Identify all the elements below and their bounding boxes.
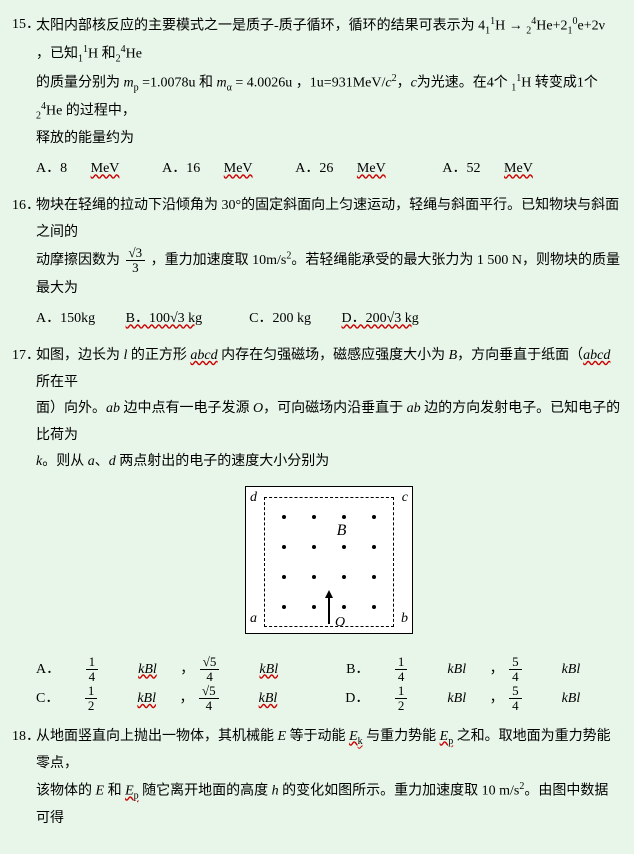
q16-text: 物块在轻绳的拉动下沿倾角为 30°的固定斜面向上匀速运动，轻绳与斜面平行。已知物… bbox=[36, 193, 622, 333]
question-18: 18． 从地面竖直向上抛出一物体，其机械能 E 等于动能 Ek 与重力势能 Ep… bbox=[12, 724, 622, 832]
q17-number: 17． bbox=[12, 343, 36, 714]
t: 的质量分别为 bbox=[36, 76, 124, 91]
friction-fraction: √3 3 bbox=[126, 246, 146, 276]
q16-optA: A．150kg bbox=[36, 311, 95, 326]
t: 太阳内部核反应的主要模式之一是质子-质子循环，循环的结果可表示为 4 bbox=[36, 19, 485, 34]
t: 动摩擦因数为 bbox=[36, 253, 124, 268]
t: H 和 bbox=[88, 47, 116, 62]
q17-optC: C． 12kBl ， √54kBl bbox=[36, 691, 301, 706]
label-b: b bbox=[401, 606, 408, 633]
label-c: c bbox=[402, 485, 408, 512]
t: 内存在匀强磁场，磁感应强度大小为 bbox=[218, 348, 449, 363]
t: ， bbox=[397, 76, 411, 91]
t: 为光速。在4个 bbox=[417, 76, 512, 91]
q16-optC: C．200 kg bbox=[249, 311, 311, 326]
q15-options: A．8 MeV A．16 MeV A．26 MeV A．52 MeV bbox=[36, 156, 622, 183]
q18-number: 18． bbox=[12, 724, 36, 832]
q16-number: 16． bbox=[12, 193, 36, 333]
label-O: O bbox=[335, 610, 345, 637]
t: 释放的能量约为 bbox=[36, 131, 134, 146]
figure-box: d c a b B bbox=[245, 486, 413, 634]
t: 和 bbox=[104, 784, 125, 799]
t: 边中点有一电子发源 bbox=[120, 401, 253, 416]
t: ，方向垂直于纸面（ bbox=[457, 348, 583, 363]
t: =1.0078u 和 bbox=[139, 76, 217, 91]
t: ，重力加速度取 10m/s bbox=[151, 253, 287, 268]
t: 物块在轻绳的拉动下沿倾角为 30°的固定斜面向上匀速运动，轻绳与斜面平行。已知物… bbox=[36, 198, 619, 240]
t: H 转变成1个 bbox=[521, 76, 598, 91]
q16-optD: D．200√3 kg bbox=[342, 311, 439, 326]
dashed-square: B bbox=[264, 497, 394, 627]
t: 与重力势能 bbox=[363, 729, 440, 744]
t: 等于动能 bbox=[286, 729, 349, 744]
q17-figure: d c a b B bbox=[36, 486, 622, 645]
q15-optD: A．52 MeV bbox=[442, 161, 552, 176]
t: 随它离开地面的高度 bbox=[139, 784, 272, 799]
q17-text: 如图，边长为 l 的正方形 abcd 内存在匀强磁场，磁感应强度大小为 B，方向… bbox=[36, 343, 622, 714]
t: 面）向外。 bbox=[36, 401, 106, 416]
q16-options: A．150kg B．100√3 kg C．200 kg D．200√3 kg bbox=[36, 306, 622, 333]
t: 的正方形 bbox=[127, 348, 190, 363]
question-15: 15． 太阳内部核反应的主要模式之一是质子-质子循环，循环的结果可表示为 411… bbox=[12, 12, 622, 183]
label-d: d bbox=[250, 485, 257, 512]
q15-optB: A．16 MeV bbox=[162, 161, 272, 176]
q15-number: 15． bbox=[12, 12, 36, 183]
label-B: B bbox=[337, 516, 347, 546]
question-17: 17． 如图，边长为 l 的正方形 abcd 内存在匀强磁场，磁感应强度大小为 … bbox=[12, 343, 622, 714]
t: = 4.0026u ，1u=931MeV/ bbox=[232, 76, 385, 91]
t: 。则从 bbox=[42, 454, 88, 469]
t: He bbox=[126, 47, 142, 62]
q17-optB: B． 14kBl ， 54kBl bbox=[346, 662, 600, 677]
t: 该物体的 bbox=[36, 784, 96, 799]
t: 从地面竖直向上抛出一物体，其机械能 bbox=[36, 729, 278, 744]
arrow-up-icon bbox=[325, 590, 333, 624]
q17-options: A． 14kBl ， √54kBl B． 14kBl ， 54kBl C． 12… bbox=[36, 655, 622, 714]
q18-text: 从地面竖直向上抛出一物体，其机械能 E 等于动能 Ek 与重力势能 Ep 之和。… bbox=[36, 724, 622, 832]
t: 如图，边长为 bbox=[36, 348, 124, 363]
t: ，可向磁场内沿垂直于 bbox=[263, 401, 407, 416]
q16-optB: B．100√3 kg bbox=[126, 311, 223, 326]
q15-text: 太阳内部核反应的主要模式之一是质子-质子循环，循环的结果可表示为 411H → … bbox=[36, 12, 622, 183]
t: H → bbox=[495, 19, 526, 34]
ma: m bbox=[217, 76, 227, 91]
mp: m bbox=[124, 76, 134, 91]
t: 所在平 bbox=[36, 375, 78, 390]
t: 两点射出的电子的速度大小分别为 bbox=[116, 454, 330, 469]
q15-optC: A．26 MeV bbox=[295, 161, 419, 176]
t: 、 bbox=[95, 454, 109, 469]
q17-optD: D． 12kBl ， 54kBl bbox=[345, 691, 600, 706]
label-a: a bbox=[250, 606, 257, 633]
q15-optA: A．8 MeV bbox=[36, 161, 139, 176]
t: He 的过程中， bbox=[46, 104, 136, 119]
t: 的变化如图所示。重力加速度取 10 m/s bbox=[279, 784, 520, 799]
question-16: 16． 物块在轻绳的拉动下沿倾角为 30°的固定斜面向上匀速运动，轻绳与斜面平行… bbox=[12, 193, 622, 333]
t: He+2 bbox=[536, 19, 567, 34]
q17-optA: A． 14kBl ， √54kBl bbox=[36, 662, 302, 677]
